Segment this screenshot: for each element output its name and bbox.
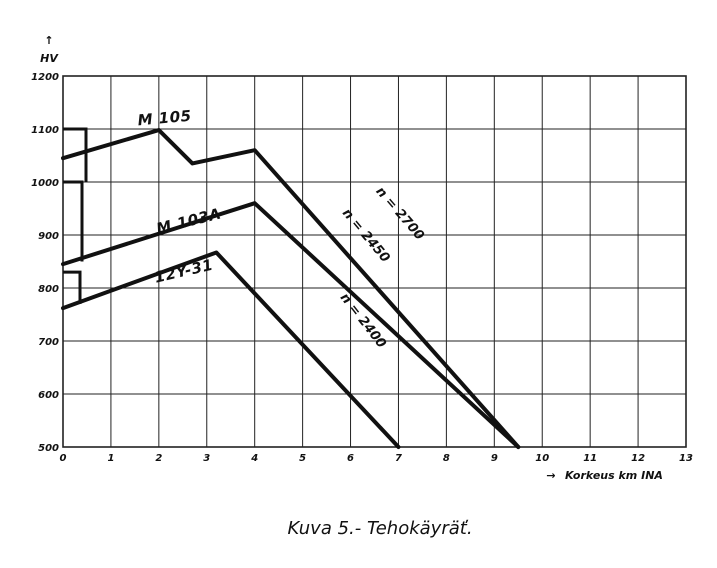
x-axis-label: Korkeus km INA — [565, 469, 663, 482]
x-tick-label: 12 — [631, 453, 645, 464]
series-name-label: M 103A — [155, 204, 223, 237]
y-tick-label: 800 — [38, 284, 59, 295]
x-tick-label: 5 — [299, 453, 306, 464]
x-tick-label: 7 — [395, 453, 402, 464]
y-tick-label: 500 — [38, 443, 59, 454]
series-rpm-label: n = 2700 — [373, 184, 427, 243]
y-axis-label: HV — [40, 52, 59, 65]
y-tick-label: 1200 — [31, 72, 59, 83]
series-line — [61, 250, 401, 449]
x-tick-label: 10 — [535, 453, 549, 464]
series-bracket — [63, 270, 82, 304]
x-tick-label: 13 — [679, 453, 693, 464]
x-tick-label: 11 — [583, 453, 597, 464]
y-tick-label: 1100 — [31, 125, 59, 136]
series-lines — [61, 127, 521, 449]
series-bracket — [63, 127, 88, 182]
x-tick-label: 3 — [203, 453, 210, 464]
x-axis-arrow: → — [546, 469, 555, 482]
y-tick-label: 900 — [38, 231, 59, 242]
series-line — [61, 128, 521, 449]
y-tick-label: 600 — [38, 390, 59, 401]
y-tick-label: 1000 — [31, 178, 59, 189]
x-tick-label: 8 — [443, 453, 450, 464]
series-name-label: 12Y-31 — [153, 256, 215, 287]
x-tick-label: 4 — [250, 453, 258, 464]
x-tick-label: 0 — [60, 453, 67, 464]
grid — [62, 75, 687, 448]
x-tick-label: 1 — [107, 453, 114, 464]
y-axis-arrow: ↑ — [44, 34, 53, 47]
series-name-label: M 105 — [137, 107, 192, 130]
x-tick-label: 6 — [347, 453, 354, 464]
figure-caption: Kuva 5.- Tehokäyräť. — [287, 518, 472, 539]
plot-frame — [62, 75, 687, 448]
x-tick-label: 2 — [155, 453, 162, 464]
tick-labels: 0 1 2 3 4 5 6 7 8 9 10 11 12 135006007008009001000110… — [31, 72, 693, 464]
series-line — [61, 201, 521, 449]
x-tick-label: 9 — [491, 453, 498, 464]
y-tick-label: 700 — [38, 337, 59, 348]
series-bracket — [63, 180, 84, 262]
